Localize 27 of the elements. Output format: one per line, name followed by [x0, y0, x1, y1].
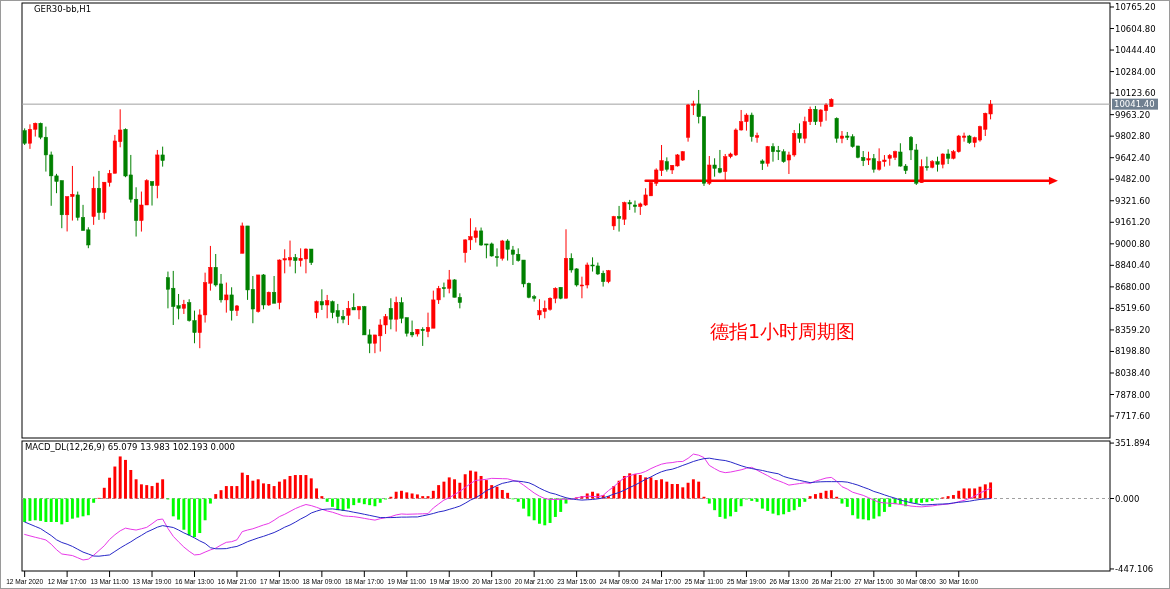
y-tick-label: 10604.80: [1115, 23, 1156, 34]
ref-line-label: 10041.40: [1114, 99, 1155, 110]
y-tick-label: 9161.20: [1115, 217, 1151, 228]
y-tick-label: 9000.80: [1115, 238, 1151, 249]
y-tick-label: 10444.40: [1115, 45, 1156, 56]
chart-title: GER30-bb,H1: [34, 4, 92, 14]
annotation: 德指1小时周期图: [710, 319, 856, 342]
y-tick-label: -447.106: [1115, 563, 1154, 574]
y-tick-label: 9482.00: [1115, 174, 1151, 185]
y-tick-label: 7878.00: [1115, 389, 1151, 400]
y-tick-label: 10765.20: [1115, 2, 1156, 12]
y-tick-label: 8519.60: [1115, 303, 1151, 314]
y-tick-label: 8198.80: [1115, 346, 1151, 357]
y-tick-label: 7717.60: [1115, 411, 1151, 422]
y-tick-label: 8680.00: [1115, 281, 1151, 292]
y-tick-label: 9642.40: [1115, 152, 1151, 163]
y-tick-label: 351.894: [1115, 438, 1151, 449]
y-tick-label: 0.000: [1115, 493, 1140, 504]
y-tick-label: 8038.40: [1115, 367, 1151, 378]
y-tick-label: 9963.20: [1115, 109, 1151, 120]
y-tick-label: 10284.00: [1115, 66, 1156, 77]
y-tick-label: 8359.20: [1115, 324, 1151, 335]
y-tick-label: 9802.80: [1115, 131, 1151, 142]
y-tick-label: 9321.60: [1115, 195, 1151, 206]
y-tick-label: 10123.60: [1115, 88, 1156, 99]
y-tick-label: 8840.40: [1115, 260, 1151, 271]
chart-title: MACD_DL(12,26,9) 65.079 13.983 102.193 0.000: [25, 442, 235, 452]
